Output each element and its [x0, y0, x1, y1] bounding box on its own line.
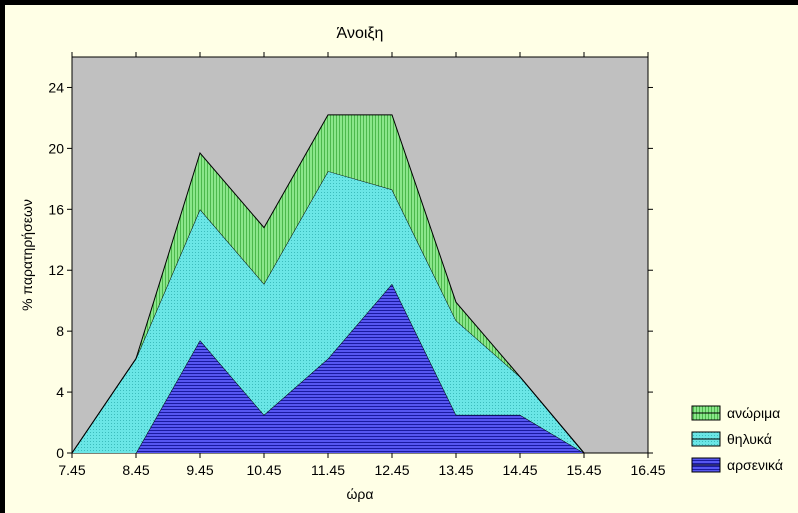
x-tick-label: 7.45	[58, 462, 85, 478]
y-tick-label: 20	[48, 140, 64, 156]
chart-panel: Άνοιξη 0 4 8 12 16 20 24 7.45 8.45 9.45 10.45 11.45…	[5, 5, 798, 513]
legend-label-series-2: ανώριμα	[727, 405, 780, 421]
stacked-area-chart: Άνοιξη 0 4 8 12 16 20 24 7.45 8.45 9.45 10.45 11.45…	[19, 25, 783, 502]
area-series-1	[72, 171, 584, 453]
x-axis-label: ώρα	[347, 486, 374, 502]
y-tick-label: 24	[48, 79, 64, 95]
chart-title: Άνοιξη	[337, 25, 384, 42]
legend-label-series-1: θηλυκά	[727, 431, 772, 447]
x-tick-label: 11.45	[311, 462, 345, 478]
y-tick-label: 4	[56, 384, 64, 400]
y-axis-label: % παρατηρήσεων	[19, 199, 35, 311]
axes: 0 4 8 12 16 20 24 7.45 8.45 9.45 10.45 11.45 12.45 13…	[48, 52, 666, 478]
area-series-0	[72, 283, 584, 453]
y-tick-label: 0	[56, 445, 64, 461]
x-tick-label: 8.45	[122, 462, 149, 478]
area-series-2	[72, 114, 584, 454]
area-layers	[71, 114, 585, 454]
legend-label-series-0: αρσενικά	[727, 457, 783, 473]
x-tick-label: 10.45	[246, 462, 281, 478]
y-tick-label: 12	[48, 262, 64, 278]
x-tick-label: 15.45	[566, 462, 601, 478]
x-tick-label: 14.45	[502, 462, 537, 478]
x-tick-label: 12.45	[374, 462, 409, 478]
x-tick-label: 9.45	[186, 462, 213, 478]
x-tick-label: 13.45	[438, 462, 473, 478]
line-series-2	[71, 114, 585, 454]
y-tick-label: 8	[56, 323, 64, 339]
y-tick-label: 16	[48, 201, 64, 217]
legend: ανώριμα θηλυκά αρσενικά	[691, 405, 783, 473]
x-tick-label: 16.45	[630, 462, 665, 478]
